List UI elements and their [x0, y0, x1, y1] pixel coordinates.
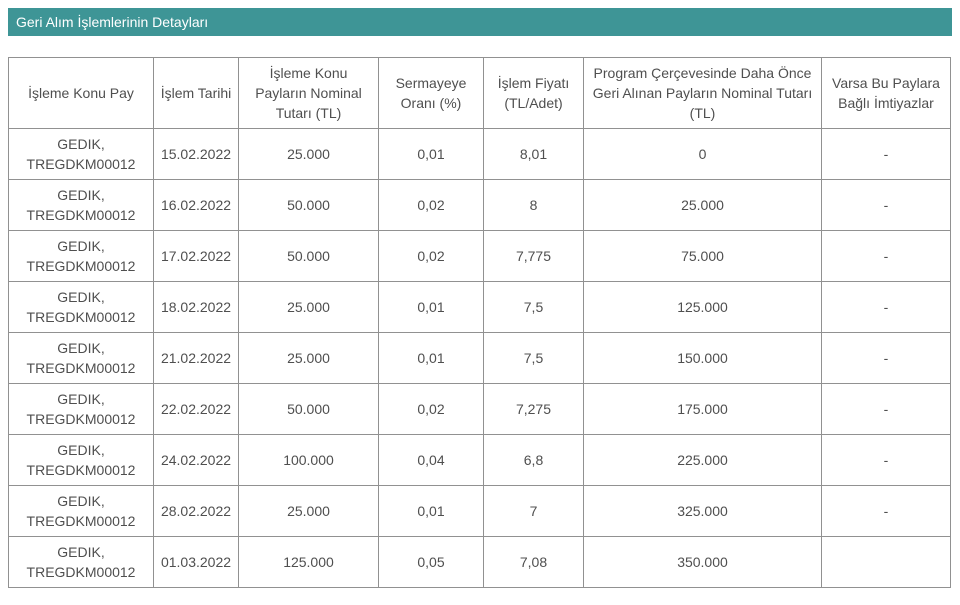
table-cell: 25.000 — [238, 128, 379, 180]
section-header: Geri Alım İşlemlerinin Detayları — [8, 8, 952, 36]
table-cell: 22.02.2022 — [153, 383, 239, 435]
table-cell: 125.000 — [238, 536, 379, 588]
table-cell: 15.02.2022 — [153, 128, 239, 180]
table-cell: 100.000 — [238, 434, 379, 486]
table-cell: 24.02.2022 — [153, 434, 239, 486]
table-row: GEDIK, TREGDKM00012 15.02.2022 25.000 0,01 8… — [8, 128, 951, 180]
table-cell: 50.000 — [238, 179, 379, 231]
table-cell: 16.02.2022 — [153, 179, 239, 231]
table-cell: - — [821, 434, 951, 486]
column-header: İşlem Tarihi — [153, 57, 239, 129]
table-cell: - — [821, 485, 951, 537]
table-row: GEDIK, TREGDKM00012 17.02.2022 50.000 0,02 7… — [8, 230, 951, 282]
table-cell: 25.000 — [238, 485, 379, 537]
table-cell: GEDIK, TREGDKM00012 — [8, 179, 154, 231]
table-row: GEDIK, TREGDKM00012 18.02.2022 25.000 0,01 7… — [8, 281, 951, 333]
table-cell: 8,01 — [483, 128, 584, 180]
table-cell: 28.02.2022 — [153, 485, 239, 537]
table-cell: 8 — [483, 179, 584, 231]
table-cell: 7,5 — [483, 332, 584, 384]
table-cell: 175.000 — [583, 383, 822, 435]
table-cell: 50.000 — [238, 383, 379, 435]
table-cell: 0,01 — [378, 128, 484, 180]
table-cell — [821, 536, 951, 588]
table-cell: 7,5 — [483, 281, 584, 333]
table-cell: - — [821, 383, 951, 435]
table-cell: 18.02.2022 — [153, 281, 239, 333]
table-cell: GEDIK, TREGDKM00012 — [8, 485, 154, 537]
table-cell: - — [821, 230, 951, 282]
table-cell: 7,775 — [483, 230, 584, 282]
table-cell: 6,8 — [483, 434, 584, 486]
column-header: İşlem Fiyatı (TL/Adet) — [483, 57, 584, 129]
table-row: GEDIK, TREGDKM00012 21.02.2022 25.000 0,01 7… — [8, 332, 951, 384]
table-cell: 17.02.2022 — [153, 230, 239, 282]
table-cell: 0,01 — [378, 281, 484, 333]
table-cell: 0,04 — [378, 434, 484, 486]
column-header: İşleme Konu Pay — [8, 57, 154, 129]
table-cell: 75.000 — [583, 230, 822, 282]
table-cell: GEDIK, TREGDKM00012 — [8, 536, 154, 588]
table-cell: 0,02 — [378, 383, 484, 435]
table-header-row: İşleme Konu Pay İşlem Tarihi İşleme Konu P… — [8, 57, 951, 129]
table-row: GEDIK, TREGDKM00012 28.02.2022 25.000 0,01 7… — [8, 485, 951, 537]
table-cell: 0,01 — [378, 332, 484, 384]
table-cell: 25.000 — [238, 332, 379, 384]
column-header: Program Çerçevesinde Daha Önce Geri Alın… — [583, 57, 822, 129]
table-cell: GEDIK, TREGDKM00012 — [8, 281, 154, 333]
table-cell: - — [821, 332, 951, 384]
table-cell: - — [821, 281, 951, 333]
table-cell: 0,02 — [378, 179, 484, 231]
table-cell: GEDIK, TREGDKM00012 — [8, 230, 154, 282]
table-row: GEDIK, TREGDKM00012 01.03.2022 125.000 0,05… — [8, 536, 951, 588]
table-cell: 125.000 — [583, 281, 822, 333]
table-cell: GEDIK, TREGDKM00012 — [8, 434, 154, 486]
table-row: GEDIK, TREGDKM00012 16.02.2022 50.000 0,02 8… — [8, 179, 951, 231]
table-cell: 150.000 — [583, 332, 822, 384]
column-header: Varsa Bu Paylara Bağlı İmtiyazlar — [821, 57, 951, 129]
table-cell: 25.000 — [583, 179, 822, 231]
column-header: İşleme Konu Payların Nominal Tutarı (TL) — [238, 57, 379, 129]
table-cell: 7,08 — [483, 536, 584, 588]
table-cell: GEDIK, TREGDKM00012 — [8, 383, 154, 435]
table-cell: 0,05 — [378, 536, 484, 588]
table-cell: 7,275 — [483, 383, 584, 435]
table-cell: 25.000 — [238, 281, 379, 333]
table-cell: 0,01 — [378, 485, 484, 537]
table-row: GEDIK, TREGDKM00012 24.02.2022 100.000 0,04… — [8, 434, 951, 486]
table-cell: 01.03.2022 — [153, 536, 239, 588]
table-cell: 21.02.2022 — [153, 332, 239, 384]
table-cell: 50.000 — [238, 230, 379, 282]
table-cell: 0,02 — [378, 230, 484, 282]
column-header: Sermayeye Oranı (%) — [378, 57, 484, 129]
buyback-details-table: İşleme Konu Pay İşlem Tarihi İşleme Konu P… — [8, 57, 951, 588]
table-cell: 325.000 — [583, 485, 822, 537]
table-cell: GEDIK, TREGDKM00012 — [8, 128, 154, 180]
table-body: GEDIK, TREGDKM00012 15.02.2022 25.000 0,01 8… — [8, 128, 951, 588]
table-row: GEDIK, TREGDKM00012 22.02.2022 50.000 0,02 7… — [8, 383, 951, 435]
table-cell: 350.000 — [583, 536, 822, 588]
table-cell: 7 — [483, 485, 584, 537]
table-cell: 0 — [583, 128, 822, 180]
table-cell: - — [821, 128, 951, 180]
table-cell: 225.000 — [583, 434, 822, 486]
table-cell: - — [821, 179, 951, 231]
table-cell: GEDIK, TREGDKM00012 — [8, 332, 154, 384]
section-title: Geri Alım İşlemlerinin Detayları — [16, 14, 209, 30]
